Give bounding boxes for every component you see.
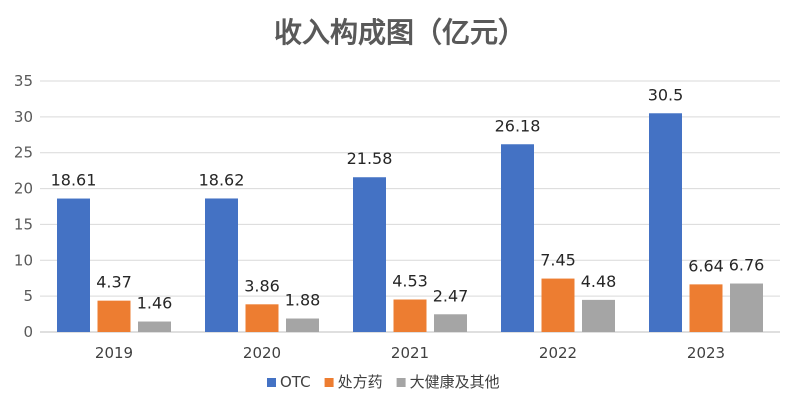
x-category-label: 2020 <box>243 344 281 362</box>
data-label: 30.5 <box>648 85 684 104</box>
x-category-label: 2021 <box>391 344 429 362</box>
data-label: 4.53 <box>392 272 428 291</box>
legend: OTC 处方药 大健康及其他 <box>267 373 500 391</box>
bars <box>57 113 763 333</box>
y-tick-label: 35 <box>14 72 33 90</box>
bar-2019-2 <box>138 321 171 332</box>
legend-label: 处方药 <box>338 373 383 391</box>
data-label: 3.86 <box>244 276 280 295</box>
bar-2021-1 <box>393 299 427 332</box>
data-label: 18.61 <box>51 171 97 190</box>
y-tick-label: 5 <box>23 287 33 305</box>
bar-2023-0 <box>649 113 682 333</box>
gridlines <box>40 80 780 333</box>
snowball-logo-icon <box>526 375 550 399</box>
y-tick-label: 30 <box>14 108 33 126</box>
watermark: 雪球：农夫炒股有点田 <box>526 375 753 399</box>
y-tick-label: 20 <box>14 180 33 198</box>
bar-2021-0 <box>353 177 386 332</box>
data-label: 1.88 <box>285 291 321 310</box>
bar-2023-1 <box>689 284 723 332</box>
x-category-label: 2022 <box>539 344 577 362</box>
x-category-label: 2023 <box>687 344 725 362</box>
y-tick-label: 15 <box>14 215 33 233</box>
chart-title: 收入构成图（亿元） <box>274 16 526 49</box>
y-tick-label: 10 <box>14 251 33 269</box>
legend-swatch <box>396 378 406 387</box>
data-label: 4.37 <box>96 273 132 292</box>
watermark-text: 雪球：农夫炒股有点田 <box>553 375 753 399</box>
bar-2020-1 <box>245 304 279 332</box>
bar-2022-0 <box>501 144 534 332</box>
legend-label: OTC <box>280 373 311 391</box>
bar-2023-2 <box>730 283 763 332</box>
data-labels: 18.61 4.37 1.46 18.62 3.86 1.88 21.58 4.53 2.47 2… <box>51 85 765 312</box>
legend-swatch <box>267 378 276 387</box>
data-label: 4.48 <box>581 272 617 291</box>
data-label: 2.47 <box>433 286 469 305</box>
data-label: 26.18 <box>495 116 541 135</box>
bar-2022-2 <box>582 299 615 332</box>
x-axis-categories: 2019 2020 2021 2022 2023 <box>95 344 725 362</box>
x-category-label: 2019 <box>95 344 133 362</box>
y-axis-ticks: 0 5 10 15 20 25 30 35 <box>14 72 33 341</box>
bar-2021-2 <box>434 314 467 332</box>
bar-2019-0 <box>57 198 90 332</box>
data-label: 21.58 <box>347 149 393 168</box>
data-label: 7.45 <box>540 251 576 270</box>
y-tick-label: 25 <box>14 144 33 162</box>
data-label: 6.64 <box>688 256 724 275</box>
data-label: 1.46 <box>137 294 173 313</box>
data-label: 6.76 <box>729 256 765 275</box>
bar-2019-1 <box>97 300 131 332</box>
bar-2020-0 <box>205 198 238 332</box>
legend-swatch <box>324 378 334 387</box>
bar-2020-2 <box>286 318 319 332</box>
y-tick-label: 0 <box>23 323 33 341</box>
legend-label: 大健康及其他 <box>410 373 500 391</box>
data-label: 18.62 <box>199 170 245 189</box>
bar-2022-1 <box>541 278 575 332</box>
